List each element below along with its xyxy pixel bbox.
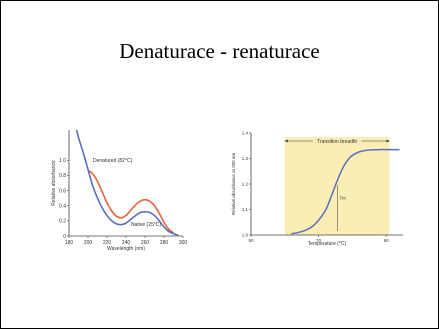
x-tick-label: 70	[316, 238, 322, 243]
series-line-native	[75, 129, 179, 237]
x-axis-label: Temperature (°C)	[308, 241, 347, 247]
y-tick-label: 1.0	[59, 158, 66, 164]
transition-band	[284, 137, 390, 235]
y-tick-label: 0.8	[59, 173, 66, 179]
arrow-head-right	[386, 139, 390, 143]
melting-curve-chart: 1.0 1.1 1.2 1.3 1.4 50 70 90 Transition breadt…	[231, 131, 403, 247]
y-tick-label: 0.4	[59, 204, 66, 210]
transition-breadth-label: Transition breadth	[317, 139, 357, 145]
series-line-denatured	[87, 169, 174, 234]
y-tick-label: 1.2	[242, 182, 249, 187]
x-tick-label: 280	[160, 240, 169, 246]
tm-label: Tm	[339, 195, 346, 200]
x-tick-label: 180	[65, 240, 74, 246]
y-tick-label: 1.3	[242, 156, 249, 161]
y-axis-label: Relative absorbance at 260 nm	[231, 153, 236, 216]
absorbance-spectrum-chart: 0 0.2 0.4 0.6 0.8 1.0 180 200 220 240 260 280 300 D…	[51, 129, 188, 252]
melting-curve-line	[291, 148, 400, 235]
x-axis-label: Wavelength (nm)	[107, 246, 145, 252]
x-tick-label: 300	[179, 240, 188, 246]
x-tick-label: 260	[141, 240, 150, 246]
slide-title: Denaturace - renaturace	[119, 39, 320, 63]
x-tick-label: 220	[103, 240, 112, 246]
x-tick-label: 90	[384, 238, 390, 243]
y-axis-label: Relative absorbance	[51, 160, 57, 206]
arrow-head-left	[284, 139, 288, 143]
y-tick-label: 1.0	[242, 233, 249, 238]
y-tick-label: 0.6	[59, 188, 66, 194]
x-tick-label: 50	[248, 238, 254, 243]
transition-breadth-marker	[284, 139, 390, 143]
y-tick-label: 0	[63, 234, 66, 240]
x-tick-label: 200	[84, 240, 93, 246]
x-tick-label: 240	[122, 240, 131, 246]
y-tick-label: 1.1	[242, 207, 249, 212]
y-tick-label: 0.2	[59, 219, 66, 225]
legend-label-native: Native (25°C)	[131, 222, 161, 228]
y-tick-label: 1.4	[242, 131, 249, 136]
legend-label-denatured: Denatured (82°C)	[93, 158, 133, 164]
